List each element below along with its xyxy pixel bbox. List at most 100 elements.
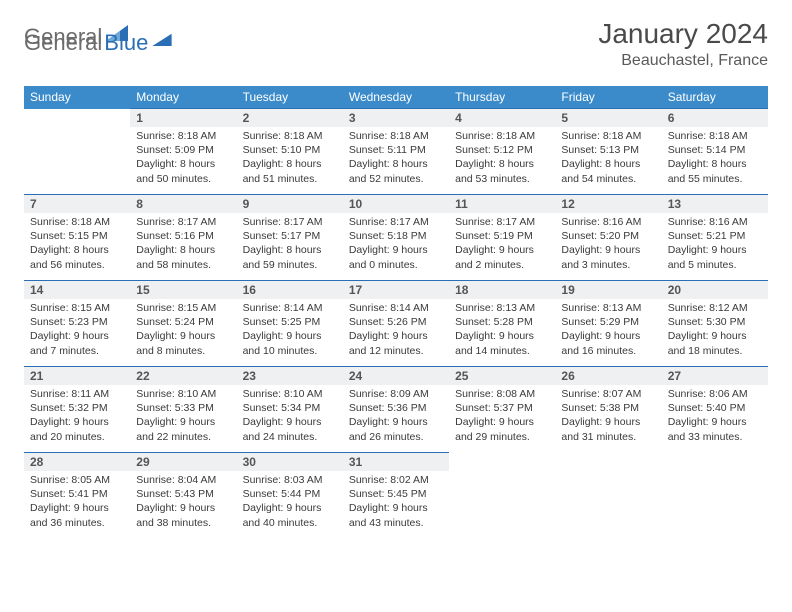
day-details: Sunrise: 8:17 AMSunset: 5:19 PMDaylight:… (449, 213, 555, 276)
day-number: 5 (555, 109, 661, 127)
calendar-day-cell: 16Sunrise: 8:14 AMSunset: 5:25 PMDayligh… (237, 281, 343, 367)
day-details: Sunrise: 8:13 AMSunset: 5:28 PMDaylight:… (449, 299, 555, 362)
day-number: 3 (343, 109, 449, 127)
calendar-day-cell: 24Sunrise: 8:09 AMSunset: 5:36 PMDayligh… (343, 367, 449, 453)
day-details: Sunrise: 8:16 AMSunset: 5:20 PMDaylight:… (555, 213, 661, 276)
day-details: Sunrise: 8:13 AMSunset: 5:29 PMDaylight:… (555, 299, 661, 362)
weekday-header: Saturday (662, 86, 768, 109)
day-number: 31 (343, 453, 449, 471)
day-details: Sunrise: 8:04 AMSunset: 5:43 PMDaylight:… (130, 471, 236, 534)
day-details: Sunrise: 8:15 AMSunset: 5:24 PMDaylight:… (130, 299, 236, 362)
day-details: Sunrise: 8:17 AMSunset: 5:18 PMDaylight:… (343, 213, 449, 276)
day-number: 25 (449, 367, 555, 385)
day-details: Sunrise: 8:18 AMSunset: 5:15 PMDaylight:… (24, 213, 130, 276)
calendar-day-cell: 21Sunrise: 8:11 AMSunset: 5:32 PMDayligh… (24, 367, 130, 453)
calendar-day-cell: 13Sunrise: 8:16 AMSunset: 5:21 PMDayligh… (662, 195, 768, 281)
calendar-day-cell: 22Sunrise: 8:10 AMSunset: 5:33 PMDayligh… (130, 367, 236, 453)
day-details: Sunrise: 8:10 AMSunset: 5:33 PMDaylight:… (130, 385, 236, 448)
day-number: 14 (24, 281, 130, 299)
calendar-day-cell: 19Sunrise: 8:13 AMSunset: 5:29 PMDayligh… (555, 281, 661, 367)
day-number: 28 (24, 453, 130, 471)
day-number: 1 (130, 109, 236, 127)
calendar-week-row: 7Sunrise: 8:18 AMSunset: 5:15 PMDaylight… (24, 195, 768, 281)
calendar-day-cell: 5Sunrise: 8:18 AMSunset: 5:13 PMDaylight… (555, 109, 661, 195)
calendar-day-cell: 9Sunrise: 8:17 AMSunset: 5:17 PMDaylight… (237, 195, 343, 281)
day-details: Sunrise: 8:12 AMSunset: 5:30 PMDaylight:… (662, 299, 768, 362)
calendar-empty-cell (449, 453, 555, 539)
day-number: 12 (555, 195, 661, 213)
day-number: 29 (130, 453, 236, 471)
day-number: 24 (343, 367, 449, 385)
calendar-day-cell: 12Sunrise: 8:16 AMSunset: 5:20 PMDayligh… (555, 195, 661, 281)
day-details: Sunrise: 8:05 AMSunset: 5:41 PMDaylight:… (24, 471, 130, 534)
calendar-day-cell: 1Sunrise: 8:18 AMSunset: 5:09 PMDaylight… (130, 109, 236, 195)
calendar-empty-cell (24, 109, 130, 195)
calendar-day-cell: 10Sunrise: 8:17 AMSunset: 5:18 PMDayligh… (343, 195, 449, 281)
day-number: 6 (662, 109, 768, 127)
calendar-table: SundayMondayTuesdayWednesdayThursdayFrid… (24, 86, 768, 539)
day-number: 2 (237, 109, 343, 127)
day-details: Sunrise: 8:02 AMSunset: 5:45 PMDaylight:… (343, 471, 449, 534)
calendar-day-cell: 27Sunrise: 8:06 AMSunset: 5:40 PMDayligh… (662, 367, 768, 453)
calendar-day-cell: 31Sunrise: 8:02 AMSunset: 5:45 PMDayligh… (343, 453, 449, 539)
day-details: Sunrise: 8:18 AMSunset: 5:12 PMDaylight:… (449, 127, 555, 190)
weekday-header: Thursday (449, 86, 555, 109)
day-number: 26 (555, 367, 661, 385)
calendar-day-cell: 3Sunrise: 8:18 AMSunset: 5:11 PMDaylight… (343, 109, 449, 195)
day-details: Sunrise: 8:11 AMSunset: 5:32 PMDaylight:… (24, 385, 130, 448)
calendar-head: SundayMondayTuesdayWednesdayThursdayFrid… (24, 86, 768, 109)
day-details: Sunrise: 8:03 AMSunset: 5:44 PMDaylight:… (237, 471, 343, 534)
calendar-empty-cell (662, 453, 768, 539)
day-number: 7 (24, 195, 130, 213)
day-number: 21 (24, 367, 130, 385)
calendar-week-row: 21Sunrise: 8:11 AMSunset: 5:32 PMDayligh… (24, 367, 768, 453)
day-number: 8 (130, 195, 236, 213)
brand-part2: Blue (104, 30, 148, 56)
calendar-day-cell: 18Sunrise: 8:13 AMSunset: 5:28 PMDayligh… (449, 281, 555, 367)
day-number: 18 (449, 281, 555, 299)
calendar-day-cell: 30Sunrise: 8:03 AMSunset: 5:44 PMDayligh… (237, 453, 343, 539)
day-details: Sunrise: 8:08 AMSunset: 5:37 PMDaylight:… (449, 385, 555, 448)
day-number: 30 (237, 453, 343, 471)
calendar-day-cell: 2Sunrise: 8:18 AMSunset: 5:10 PMDaylight… (237, 109, 343, 195)
brand-logo-abs: General Blue (24, 24, 172, 56)
day-number: 15 (130, 281, 236, 299)
weekday-header: Monday (130, 86, 236, 109)
day-details: Sunrise: 8:15 AMSunset: 5:23 PMDaylight:… (24, 299, 130, 362)
day-details: Sunrise: 8:14 AMSunset: 5:26 PMDaylight:… (343, 299, 449, 362)
calendar-day-cell: 29Sunrise: 8:04 AMSunset: 5:43 PMDayligh… (130, 453, 236, 539)
calendar-body: 1Sunrise: 8:18 AMSunset: 5:09 PMDaylight… (24, 109, 768, 539)
day-number: 23 (237, 367, 343, 385)
day-details: Sunrise: 8:18 AMSunset: 5:09 PMDaylight:… (130, 127, 236, 190)
month-title: January 2024 (598, 18, 768, 50)
calendar-week-row: 14Sunrise: 8:15 AMSunset: 5:23 PMDayligh… (24, 281, 768, 367)
brand-part1b: General (24, 30, 102, 56)
calendar-day-cell: 23Sunrise: 8:10 AMSunset: 5:34 PMDayligh… (237, 367, 343, 453)
calendar-day-cell: 17Sunrise: 8:14 AMSunset: 5:26 PMDayligh… (343, 281, 449, 367)
day-details: Sunrise: 8:18 AMSunset: 5:10 PMDaylight:… (237, 127, 343, 190)
weekday-header: Wednesday (343, 86, 449, 109)
day-details: Sunrise: 8:06 AMSunset: 5:40 PMDaylight:… (662, 385, 768, 448)
calendar-day-cell: 11Sunrise: 8:17 AMSunset: 5:19 PMDayligh… (449, 195, 555, 281)
calendar-day-cell: 8Sunrise: 8:17 AMSunset: 5:16 PMDaylight… (130, 195, 236, 281)
weekday-header: Sunday (24, 86, 130, 109)
weekday-header: Friday (555, 86, 661, 109)
calendar-empty-cell (555, 453, 661, 539)
calendar-day-cell: 14Sunrise: 8:15 AMSunset: 5:23 PMDayligh… (24, 281, 130, 367)
day-number: 20 (662, 281, 768, 299)
day-details: Sunrise: 8:17 AMSunset: 5:17 PMDaylight:… (237, 213, 343, 276)
day-number: 16 (237, 281, 343, 299)
calendar-day-cell: 28Sunrise: 8:05 AMSunset: 5:41 PMDayligh… (24, 453, 130, 539)
location-label: Beauchastel, France (598, 52, 768, 70)
day-details: Sunrise: 8:16 AMSunset: 5:21 PMDaylight:… (662, 213, 768, 276)
day-number: 22 (130, 367, 236, 385)
day-number: 19 (555, 281, 661, 299)
day-details: Sunrise: 8:07 AMSunset: 5:38 PMDaylight:… (555, 385, 661, 448)
day-number: 17 (343, 281, 449, 299)
day-details: Sunrise: 8:17 AMSunset: 5:16 PMDaylight:… (130, 213, 236, 276)
day-details: Sunrise: 8:18 AMSunset: 5:14 PMDaylight:… (662, 127, 768, 190)
calendar-day-cell: 26Sunrise: 8:07 AMSunset: 5:38 PMDayligh… (555, 367, 661, 453)
day-details: Sunrise: 8:18 AMSunset: 5:11 PMDaylight:… (343, 127, 449, 190)
day-number: 27 (662, 367, 768, 385)
day-details: Sunrise: 8:18 AMSunset: 5:13 PMDaylight:… (555, 127, 661, 190)
